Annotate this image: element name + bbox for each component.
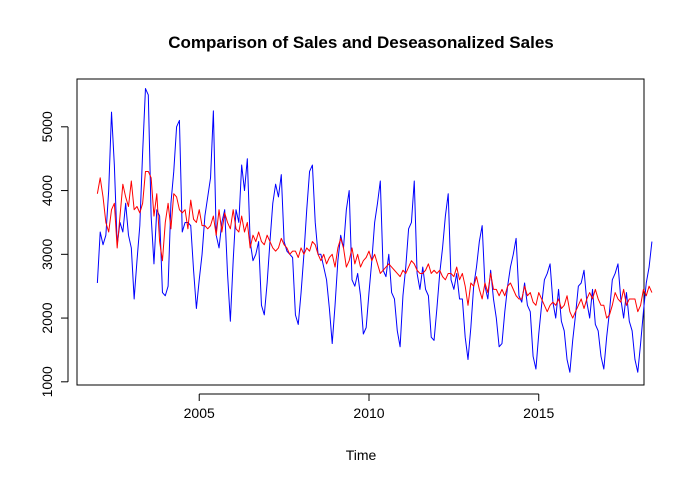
chart-title: Comparison of Sales and Deseasonalized S… <box>168 33 553 52</box>
series-deseasonalized-line <box>96 170 653 319</box>
x-axis-label: Time <box>346 447 377 463</box>
plot-frame <box>76 78 645 386</box>
axes: 2005 2010 2015 1000 2000 3000 4000 5000 <box>39 111 555 421</box>
series-sales-line <box>96 88 653 373</box>
x-tick-label: 2015 <box>523 405 554 421</box>
y-tick-label: 4000 <box>39 175 55 206</box>
y-tick-label: 2000 <box>39 302 55 333</box>
x-tick-label: 2010 <box>353 405 384 421</box>
series-group <box>96 88 653 373</box>
y-tick-label: 3000 <box>39 239 55 270</box>
x-tick-label: 2005 <box>184 405 215 421</box>
y-tick-label: 1000 <box>39 366 55 397</box>
y-tick-label: 5000 <box>39 111 55 142</box>
